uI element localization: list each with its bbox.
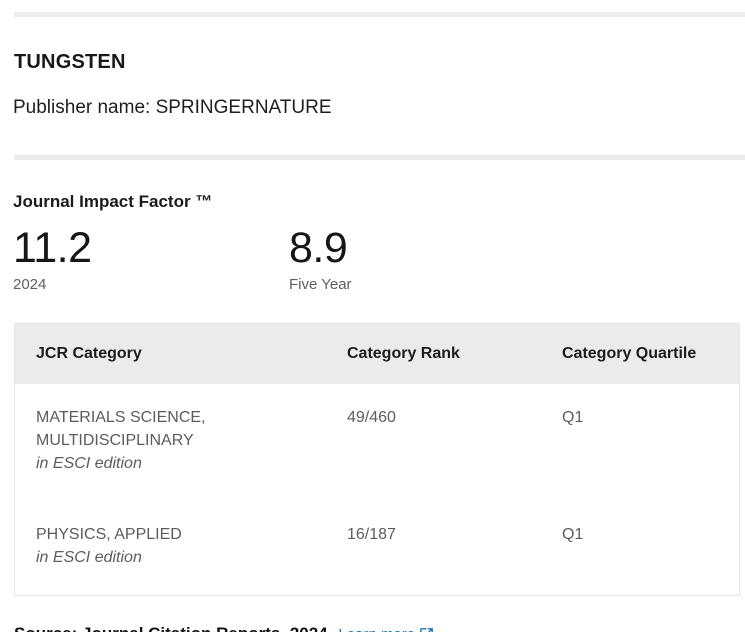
column-header-category-rank: Category Rank: [347, 345, 460, 362]
impact-factor-current-label: 2024: [13, 276, 47, 293]
learn-more-link[interactable]: Learn more: [338, 626, 435, 632]
category-quartile-value: Q1: [562, 526, 584, 543]
section-divider: [14, 155, 745, 160]
category-quartile-value: Q1: [562, 409, 584, 426]
open-in-new-icon: [418, 626, 435, 632]
source-text: Source: Journal Citation Reports 2024.: [14, 624, 332, 632]
category-edition: in ESCI edition: [36, 455, 142, 472]
category-name: MATERIALS SCIENCE, MULTIDISCIPLINARY: [36, 409, 206, 449]
column-header-category-quartile: Category Quartile: [562, 345, 697, 362]
impact-factor-current: 11.2 2024: [13, 224, 289, 294]
table-row: PHYSICS, APPLIED in ESCI edition 16/187 …: [15, 501, 739, 595]
category-cell: PHYSICS, APPLIED in ESCI edition: [15, 523, 326, 569]
impact-factor-five-year-label: Five Year: [289, 276, 352, 293]
publisher-name: Publisher name: SPRINGERNATURE: [13, 97, 332, 118]
category-name: PHYSICS, APPLIED: [36, 526, 182, 543]
source-attribution: Source: Journal Citation Reports 2024. L…: [14, 624, 745, 632]
impact-factor-current-value: 11.2: [13, 224, 92, 272]
impact-factor-five-year: 8.9 Five Year: [289, 224, 565, 294]
journal-title: TUNGSTEN: [14, 51, 126, 73]
category-rank-value: 16/187: [347, 526, 396, 543]
category-edition: in ESCI edition: [36, 549, 142, 566]
category-rank-value: 49/460: [347, 409, 396, 426]
learn-more-label: Learn more: [338, 626, 415, 632]
column-header-jcr-category: JCR Category: [36, 345, 142, 362]
impact-factor-values: 11.2 2024 8.9 Five Year: [13, 224, 745, 294]
table-header-row: JCR Category Category Rank Category Quar…: [15, 324, 739, 384]
jcr-category-table: JCR Category Category Rank Category Quar…: [14, 323, 740, 596]
impact-factor-section-title: Journal Impact Factor ™: [13, 192, 213, 211]
impact-factor-five-year-value: 8.9: [289, 224, 348, 272]
top-divider: [14, 12, 745, 17]
category-cell: MATERIALS SCIENCE, MULTIDISCIPLINARY in …: [15, 406, 326, 475]
table-row: MATERIALS SCIENCE, MULTIDISCIPLINARY in …: [15, 384, 739, 501]
